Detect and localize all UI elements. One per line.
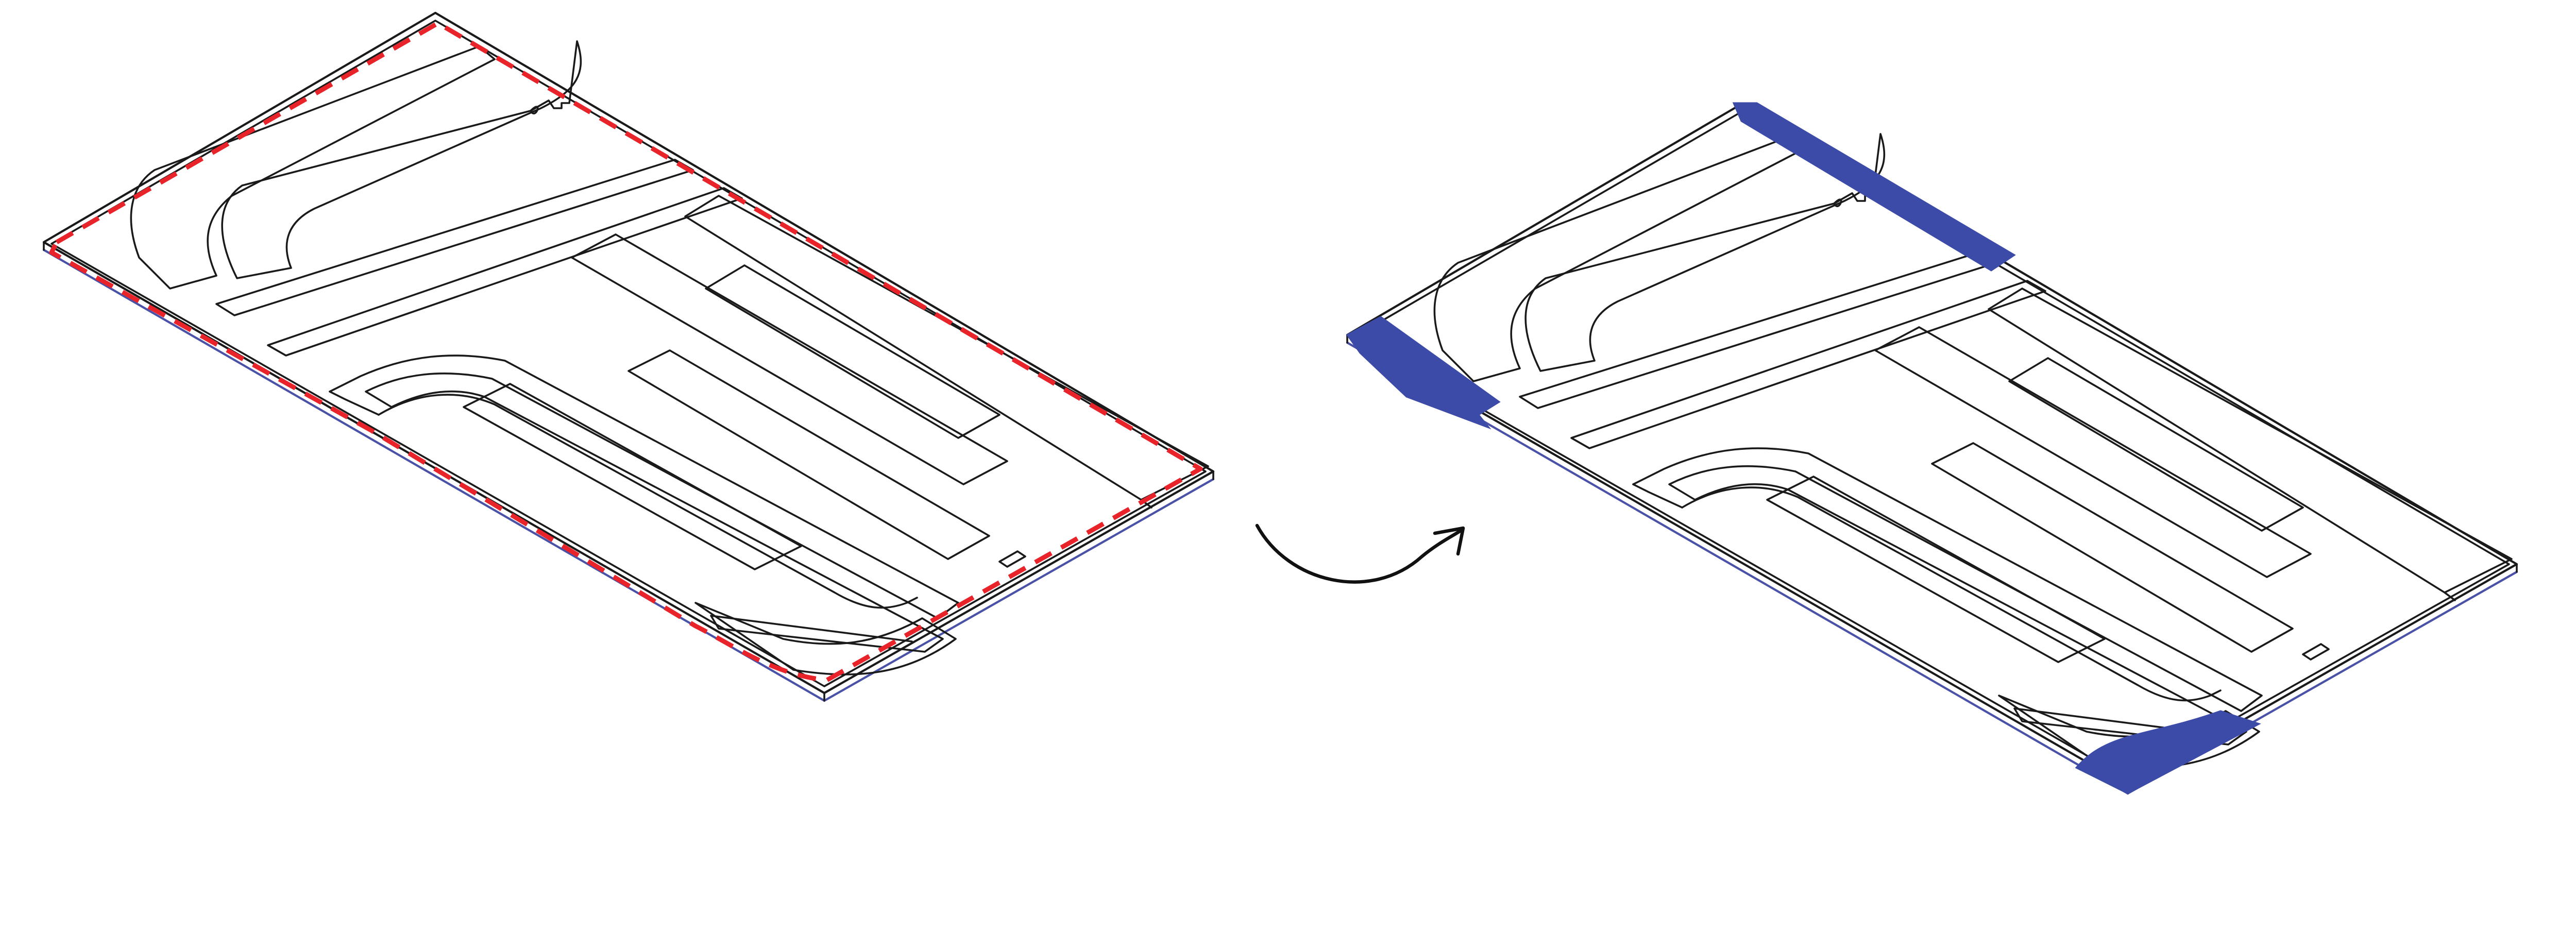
trim-region-bottom: [2075, 710, 2261, 794]
before-plate: [44, 13, 1213, 701]
curved-arrow-icon: [1255, 523, 1463, 584]
trim-region-top: [1732, 102, 2016, 272]
trim-region-left: [1346, 316, 1501, 430]
after-panel: [1346, 102, 2517, 794]
trimmed-regions: [1346, 102, 2261, 794]
dashed-trim-boundary: [49, 21, 1203, 683]
before-panel: [44, 13, 1213, 701]
transition-arrow: [1255, 523, 1465, 584]
arrow-head-icon: [1433, 526, 1465, 556]
